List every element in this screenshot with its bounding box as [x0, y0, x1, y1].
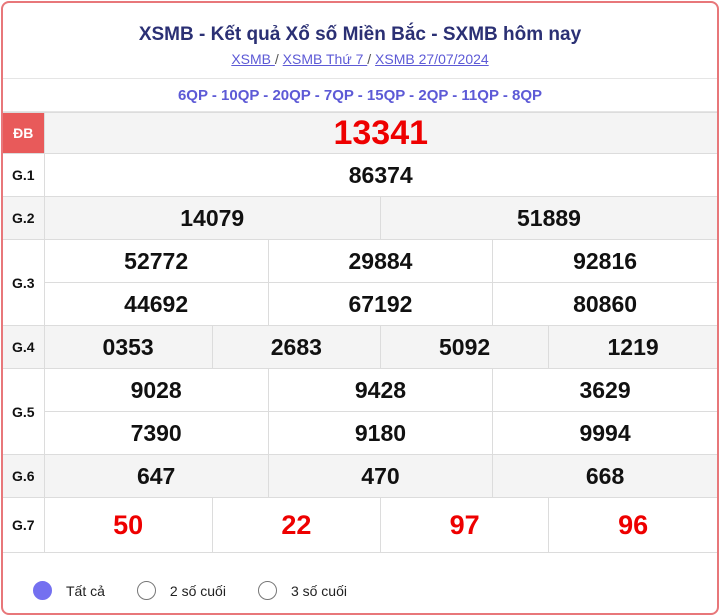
prize-number: 80860: [492, 282, 717, 326]
breadcrumb-thu7[interactable]: XSMB Thứ 7: [282, 51, 368, 67]
row-g3b: 44692 67192 80860: [3, 282, 717, 326]
breadcrumb-date[interactable]: XSMB 27/07/2024: [375, 51, 489, 67]
prize-number: 5092: [379, 325, 550, 369]
prize-label: G.7: [3, 497, 45, 553]
breadcrumb-sep: /: [274, 51, 279, 67]
filter-label: 3 số cuối: [290, 582, 347, 599]
filter-label: Tất cả: [66, 582, 105, 599]
prize-number: 9428: [267, 368, 494, 412]
prize-number: 9994: [492, 411, 717, 455]
prize-label: G.5: [3, 368, 45, 455]
prize-codes: 6QP - 10QP - 20QP - 7QP - 15QP - 2QP - 1…: [3, 79, 717, 112]
row-g6: G.6 647 470 668: [3, 454, 717, 498]
prize-number: 470: [267, 454, 494, 498]
prize-number: 1219: [548, 325, 717, 369]
filter-last-2[interactable]: 2 số cuối: [136, 581, 226, 600]
header: XSMB - Kết quả Xổ số Miền Bắc - SXMB hôm…: [3, 3, 717, 79]
row-g5b: 7390 9180 9994: [3, 411, 717, 455]
prize-number: 67192: [267, 282, 494, 326]
prize-number: 9180: [267, 411, 494, 455]
row-g4: G.4 0353 2683 5092 1219: [3, 325, 717, 369]
prize-number: 86374: [43, 153, 717, 197]
prize-number: 7390: [43, 411, 269, 455]
breadcrumb: XSMB / XSMB Thứ 7 / XSMB 27/07/2024: [3, 51, 717, 67]
prize-number: 52772: [43, 239, 269, 283]
prize-label: G.2: [3, 196, 45, 240]
prize-number: 22: [211, 497, 381, 553]
prize-number: 0353: [43, 325, 213, 369]
prize-number: 668: [492, 454, 717, 498]
prize-number: 14079: [43, 196, 381, 240]
row-g5: G.5 9028 9428 3629: [3, 368, 717, 455]
row-g2: G.2 14079 51889: [3, 196, 717, 240]
radio-icon[interactable]: [257, 581, 277, 600]
special-prize: 13341: [43, 112, 717, 154]
prize-number: 50: [43, 497, 213, 553]
prize-number: 44692: [43, 282, 269, 326]
prize-number: 96: [548, 497, 717, 553]
row-db: ĐB 13341: [3, 112, 717, 154]
prize-number: 97: [379, 497, 550, 553]
prize-number: 9028: [43, 368, 269, 412]
breadcrumb-sep: /: [367, 51, 372, 67]
prize-number: 3629: [492, 368, 717, 412]
row-g1: G.1 86374: [3, 153, 717, 197]
prize-number: 29884: [267, 239, 494, 283]
prize-label: G.1: [3, 153, 45, 197]
prize-label: G.3: [3, 239, 45, 326]
prize-label: G.4: [3, 325, 45, 369]
radio-selected-icon[interactable]: [33, 581, 52, 600]
prize-number: 647: [43, 454, 269, 498]
row-g7: G.7 50 22 97 96: [3, 497, 717, 553]
prize-number: 51889: [379, 196, 717, 240]
row-g3: G.3 52772 29884 92816: [3, 239, 717, 326]
prize-number: 92816: [492, 239, 717, 283]
filter-label: 2 số cuối: [169, 582, 226, 599]
prize-label: G.6: [3, 454, 45, 498]
page-title: XSMB - Kết quả Xổ số Miền Bắc - SXMB hôm…: [138, 24, 582, 45]
filter-last-3[interactable]: 3 số cuối: [257, 581, 347, 600]
filter-all[interactable]: Tất cả: [33, 581, 105, 600]
digit-filter: Tất cả 2 số cuối 3 số cuối: [3, 553, 717, 600]
breadcrumb-xsmb[interactable]: XSMB: [231, 51, 275, 67]
results-table: ĐB 13341 G.1 86374 G.2 14079 51889 G.3 5…: [3, 112, 717, 553]
prize-number: 2683: [211, 325, 381, 369]
prize-label: ĐB: [3, 112, 45, 154]
radio-icon[interactable]: [136, 581, 156, 600]
